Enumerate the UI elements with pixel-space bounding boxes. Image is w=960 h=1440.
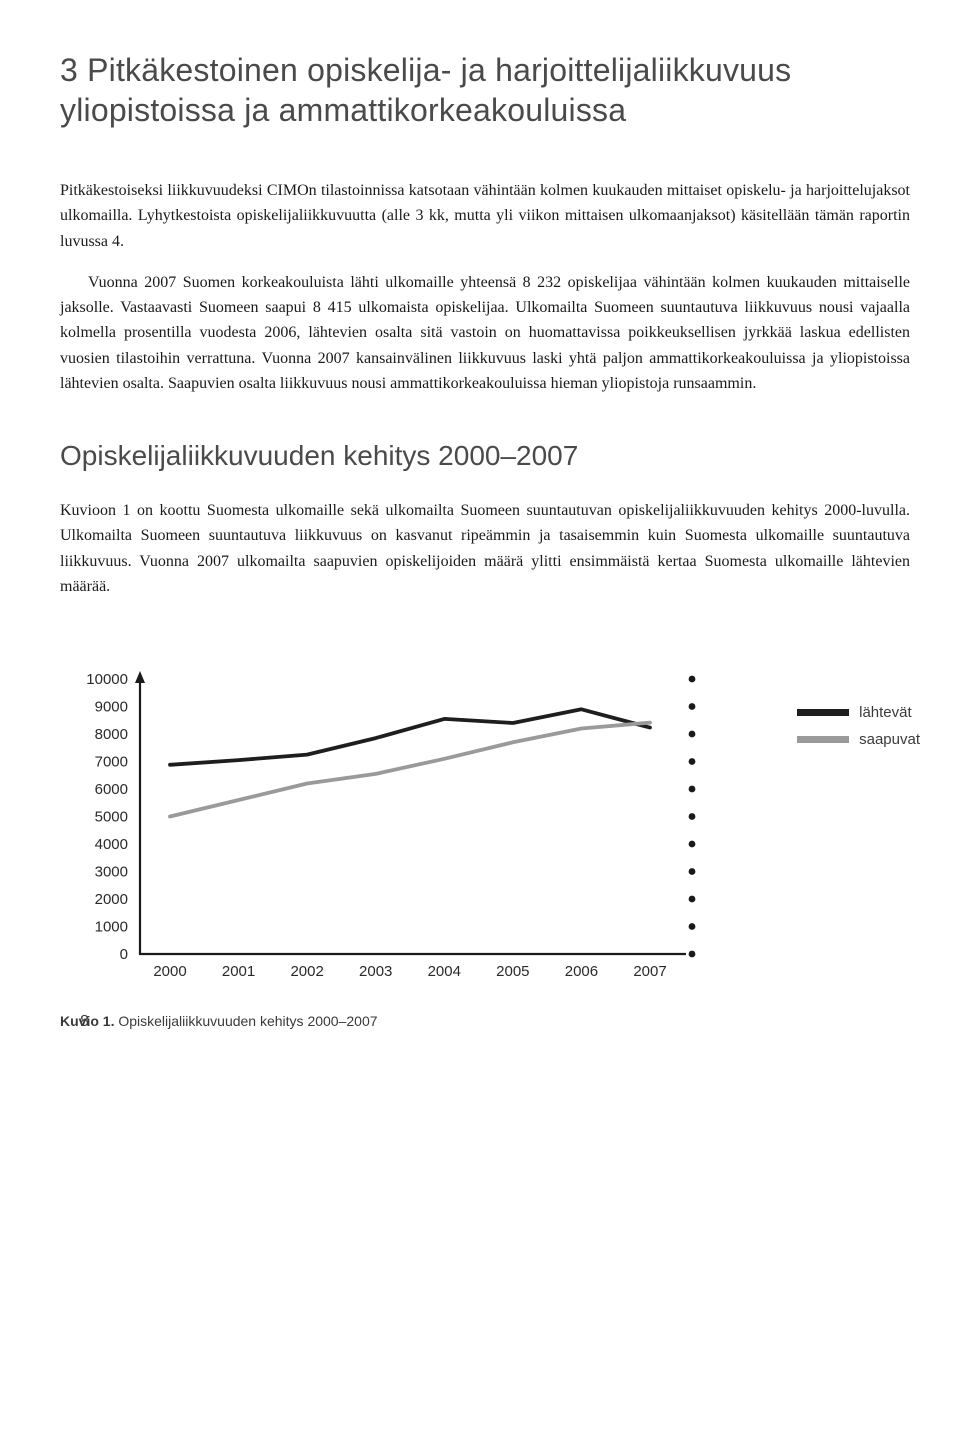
svg-text:8000: 8000 bbox=[95, 726, 128, 743]
section-title: Opiskelijaliikkuvuuden kehitys 2000–2007 bbox=[60, 440, 910, 472]
line-chart: 0 1000 2000 3000 4000 5000 6000 7000 8000 9000 100… bbox=[60, 669, 760, 989]
svg-text:10000: 10000 bbox=[86, 671, 128, 688]
svg-text:2001: 2001 bbox=[222, 963, 255, 980]
svg-text:2003: 2003 bbox=[359, 963, 392, 980]
caption-text: Opiskelijaliikkuvuuden kehitys 2000–2007 bbox=[114, 1013, 377, 1029]
legend-label-saapuvat: saapuvat bbox=[859, 731, 920, 748]
svg-text:2002: 2002 bbox=[290, 963, 323, 980]
svg-text:5000: 5000 bbox=[95, 809, 128, 826]
legend-item-saapuvat: saapuvat bbox=[797, 731, 920, 748]
chart-legend: lähtevät saapuvat bbox=[797, 704, 920, 758]
intro-paragraph-2: Vuonna 2007 Suomen korkeakouluista lähti… bbox=[60, 270, 910, 396]
svg-text:6000: 6000 bbox=[95, 781, 128, 798]
svg-text:2000: 2000 bbox=[153, 963, 186, 980]
section-paragraph: Kuvioon 1 on koottu Suomesta ulkomaille … bbox=[60, 498, 910, 599]
intro-paragraph-1: Pitkäkestoiseksi liikkuvuudeksi CIMOn ti… bbox=[60, 178, 910, 254]
legend-item-lahtevat: lähtevät bbox=[797, 704, 920, 721]
svg-text:7000: 7000 bbox=[95, 754, 128, 771]
svg-text:1000: 1000 bbox=[95, 919, 128, 936]
page-title: 3 Pitkäkestoinen opiskelija- ja harjoitt… bbox=[60, 50, 910, 130]
legend-swatch-lahtevat bbox=[797, 709, 849, 716]
svg-text:2000: 2000 bbox=[95, 891, 128, 908]
legend-label-lahtevat: lähtevät bbox=[859, 704, 912, 721]
svg-text:0: 0 bbox=[120, 946, 128, 963]
svg-text:9000: 9000 bbox=[95, 699, 128, 716]
chart-caption: Kuvio 1. Opiskelijaliikkuvuuden kehitys … bbox=[60, 1013, 910, 1029]
svg-text:2004: 2004 bbox=[428, 963, 461, 980]
svg-text:4000: 4000 bbox=[95, 836, 128, 853]
line-chart-block: 0 1000 2000 3000 4000 5000 6000 7000 8000 9000 100… bbox=[60, 669, 910, 989]
svg-text:2005: 2005 bbox=[496, 963, 529, 980]
legend-swatch-saapuvat bbox=[797, 736, 849, 743]
svg-text:2006: 2006 bbox=[565, 963, 598, 980]
svg-text:2007: 2007 bbox=[633, 963, 666, 980]
svg-text:3000: 3000 bbox=[95, 864, 128, 881]
page-number: 8 bbox=[80, 1013, 89, 1031]
